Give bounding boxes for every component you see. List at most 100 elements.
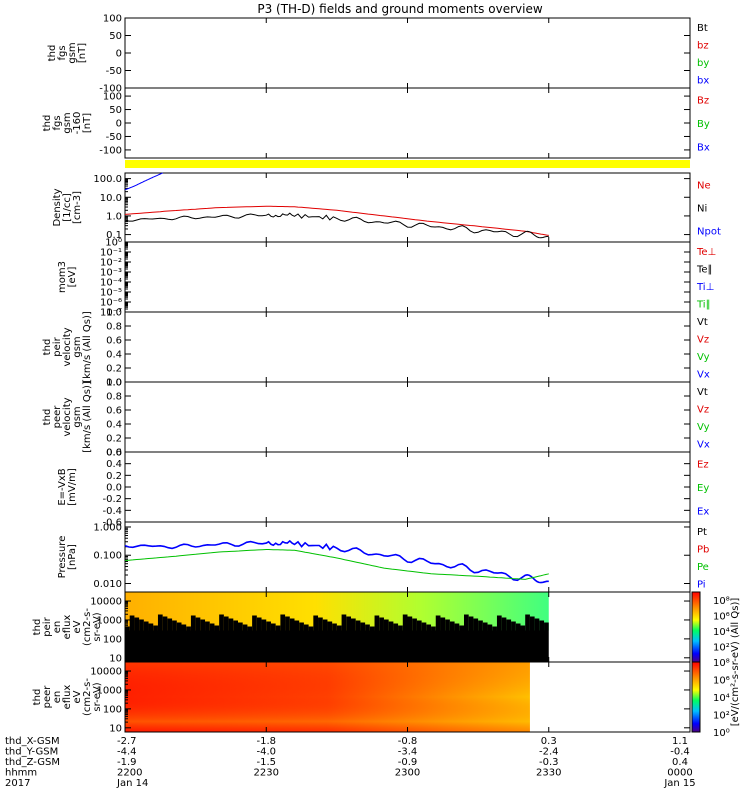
x-axis-value: -0.4 bbox=[670, 747, 690, 758]
peir-spec-edge bbox=[200, 619, 206, 631]
peir-spec-edge bbox=[148, 623, 154, 631]
peir-spec-edge bbox=[242, 624, 248, 631]
panel-fgs1: 100 50 0 -50 -100 thd fgs gsm [nT] Bt bz by bx bbox=[47, 14, 709, 95]
y-tick-label: -100 bbox=[99, 145, 122, 156]
peir-spec-edge bbox=[270, 623, 276, 631]
y-tick-label: 10000 bbox=[90, 597, 122, 608]
y-label-line: Pressure bbox=[57, 536, 68, 579]
series-pressure-pi bbox=[124, 539, 549, 584]
peir-spec-edge bbox=[167, 618, 173, 631]
y-label-line: thd bbox=[47, 45, 58, 62]
y-tick-label: -0.4 bbox=[102, 506, 122, 517]
peir-spec-edge bbox=[388, 621, 394, 631]
peir-spec-edge bbox=[332, 623, 337, 631]
panel-efield: 0.60.40.20.0-0.2-0.4-0.6E=-VxB [mV/m]EzEy… bbox=[57, 448, 709, 529]
legend-entry: Pb bbox=[697, 544, 709, 555]
y-tick-label: 1.0 bbox=[106, 308, 122, 319]
legend-entry: Ex bbox=[697, 506, 709, 517]
peir-spec-edge bbox=[351, 618, 356, 631]
peir-spec-edge bbox=[459, 625, 464, 631]
peir-spec-lower bbox=[125, 630, 549, 662]
y-tick-label: -50 bbox=[106, 132, 122, 143]
y-label-line: Density bbox=[52, 188, 63, 226]
x-axis-row: hhmm 2200 2230 2300 2330 0000 bbox=[5, 768, 693, 779]
colorbar-tick-label: 10⁰ bbox=[713, 728, 730, 739]
legend-entry: By bbox=[697, 119, 710, 130]
peir-spec-edge bbox=[129, 615, 135, 631]
peir-spec-edge bbox=[336, 625, 342, 631]
y-tick-label: 0.8 bbox=[106, 322, 122, 333]
panel-density: 100.0 10.0 1.0 0.1 Density [1/cc] [cm-3] Ne Ni Np… bbox=[52, 172, 721, 243]
panel-y-ticks: 100 50 0 -50 -100 bbox=[99, 88, 691, 158]
y-tick-label: 10⁻⁴ bbox=[100, 278, 122, 289]
panel-frame bbox=[124, 311, 691, 383]
peir-spec-edge bbox=[412, 618, 417, 631]
y-label-line: eflux bbox=[62, 615, 73, 640]
legend-entry: Vx bbox=[697, 439, 710, 450]
peir-spec-edge bbox=[299, 622, 304, 631]
colorbar-frame bbox=[691, 661, 701, 733]
y-tick-label: 0.0 bbox=[106, 448, 122, 459]
y-label-line: en bbox=[52, 621, 63, 634]
panel-y-ticks: 100.0 10.0 1.0 0.1 bbox=[93, 173, 691, 242]
y-tick-label: 1.0 bbox=[106, 378, 122, 389]
y-label-line: E=-VxB bbox=[57, 468, 68, 505]
legend-entry: Te⊥ bbox=[696, 247, 716, 258]
y-label-line: eV bbox=[72, 690, 83, 703]
peir-spec-edge bbox=[322, 619, 328, 631]
peir-spec-edge bbox=[473, 618, 479, 631]
peir-spec-edge bbox=[341, 614, 347, 631]
peir-spec-edge bbox=[294, 620, 300, 631]
y-tick-label: 0.6 bbox=[106, 336, 122, 347]
legend-entry: by bbox=[697, 58, 709, 69]
x-axis-row-label: thd_X-GSM bbox=[5, 736, 60, 747]
y-label-line: thd bbox=[42, 115, 53, 132]
peir-spec-edge bbox=[280, 614, 286, 631]
y-label-line: peer bbox=[42, 685, 53, 709]
y-label-line: [mV/m] bbox=[67, 468, 78, 506]
panel-peir_v: 1.0 0.8 0.6 0.4 0.2 0.0 thd peir velocity gsm [km/… bbox=[42, 308, 710, 389]
y-label-line: en bbox=[52, 691, 63, 704]
peir-spec-edge bbox=[162, 616, 168, 631]
panel-y-label: thd fgs gsm -160 [nT] bbox=[42, 112, 93, 135]
y-tick-label: 0.2 bbox=[106, 471, 122, 482]
series-density-npot bbox=[124, 172, 163, 191]
x-axis-row-label: hhmm bbox=[5, 768, 37, 779]
peir-spec-edge bbox=[402, 614, 408, 631]
peir-spec-edge bbox=[186, 626, 191, 631]
peir-spec-edge bbox=[369, 626, 375, 631]
panel-y-ticks: 1.0 0.8 0.6 0.4 0.2 0.0 bbox=[106, 308, 691, 389]
y-tick-label: 100 bbox=[103, 634, 122, 645]
y-label-line: sr-eV) bbox=[92, 682, 103, 711]
y-tick-label: 100 bbox=[103, 92, 122, 103]
peir-spec-edge bbox=[134, 617, 140, 631]
peir-spec-edge bbox=[172, 620, 177, 631]
y-tick-label: 0.0 bbox=[106, 483, 122, 494]
y-label-line: [nPa] bbox=[67, 544, 78, 570]
x-axis-value: 2330 bbox=[536, 768, 561, 779]
peir-spec-edge bbox=[421, 622, 427, 631]
x-axis-value: 0.3 bbox=[541, 736, 557, 747]
figure-title: P3 (TH-D) fields and ground moments over… bbox=[257, 2, 542, 16]
panel-peer_spec: 10000 1000 100 10 thd peer en eflux eV (cm2-s-sr-… bbox=[32, 658, 730, 739]
y-label-line: peer bbox=[52, 405, 63, 429]
y-tick-label: 10000 bbox=[90, 667, 122, 678]
peir-spec-edge bbox=[223, 616, 229, 631]
y-label-line: -160 bbox=[72, 112, 83, 135]
y-label-line: eflux bbox=[62, 685, 73, 710]
y-tick-label: 0.6 bbox=[106, 448, 122, 459]
y-label-line: sr-eV) bbox=[92, 612, 103, 641]
legend-entry: Pe bbox=[697, 562, 709, 573]
peir-spec-edge bbox=[266, 621, 271, 631]
legend-entry: Vy bbox=[697, 422, 710, 433]
peir-spec-edge bbox=[431, 626, 436, 631]
panel-legend: Bt bz by bx bbox=[697, 23, 709, 87]
legend-entry: Vz bbox=[697, 404, 709, 415]
y-label-line: [1/cc] bbox=[62, 193, 73, 222]
peir-spec-edge bbox=[125, 626, 130, 631]
peir-spec-edge bbox=[449, 621, 455, 631]
peir-spec-edge bbox=[426, 624, 432, 631]
panel-peer_v: 1.0 0.8 0.6 0.4 0.2 0.0 thd peer velocity gsm [km/… bbox=[42, 378, 710, 459]
peir-spec-edge bbox=[256, 617, 262, 631]
